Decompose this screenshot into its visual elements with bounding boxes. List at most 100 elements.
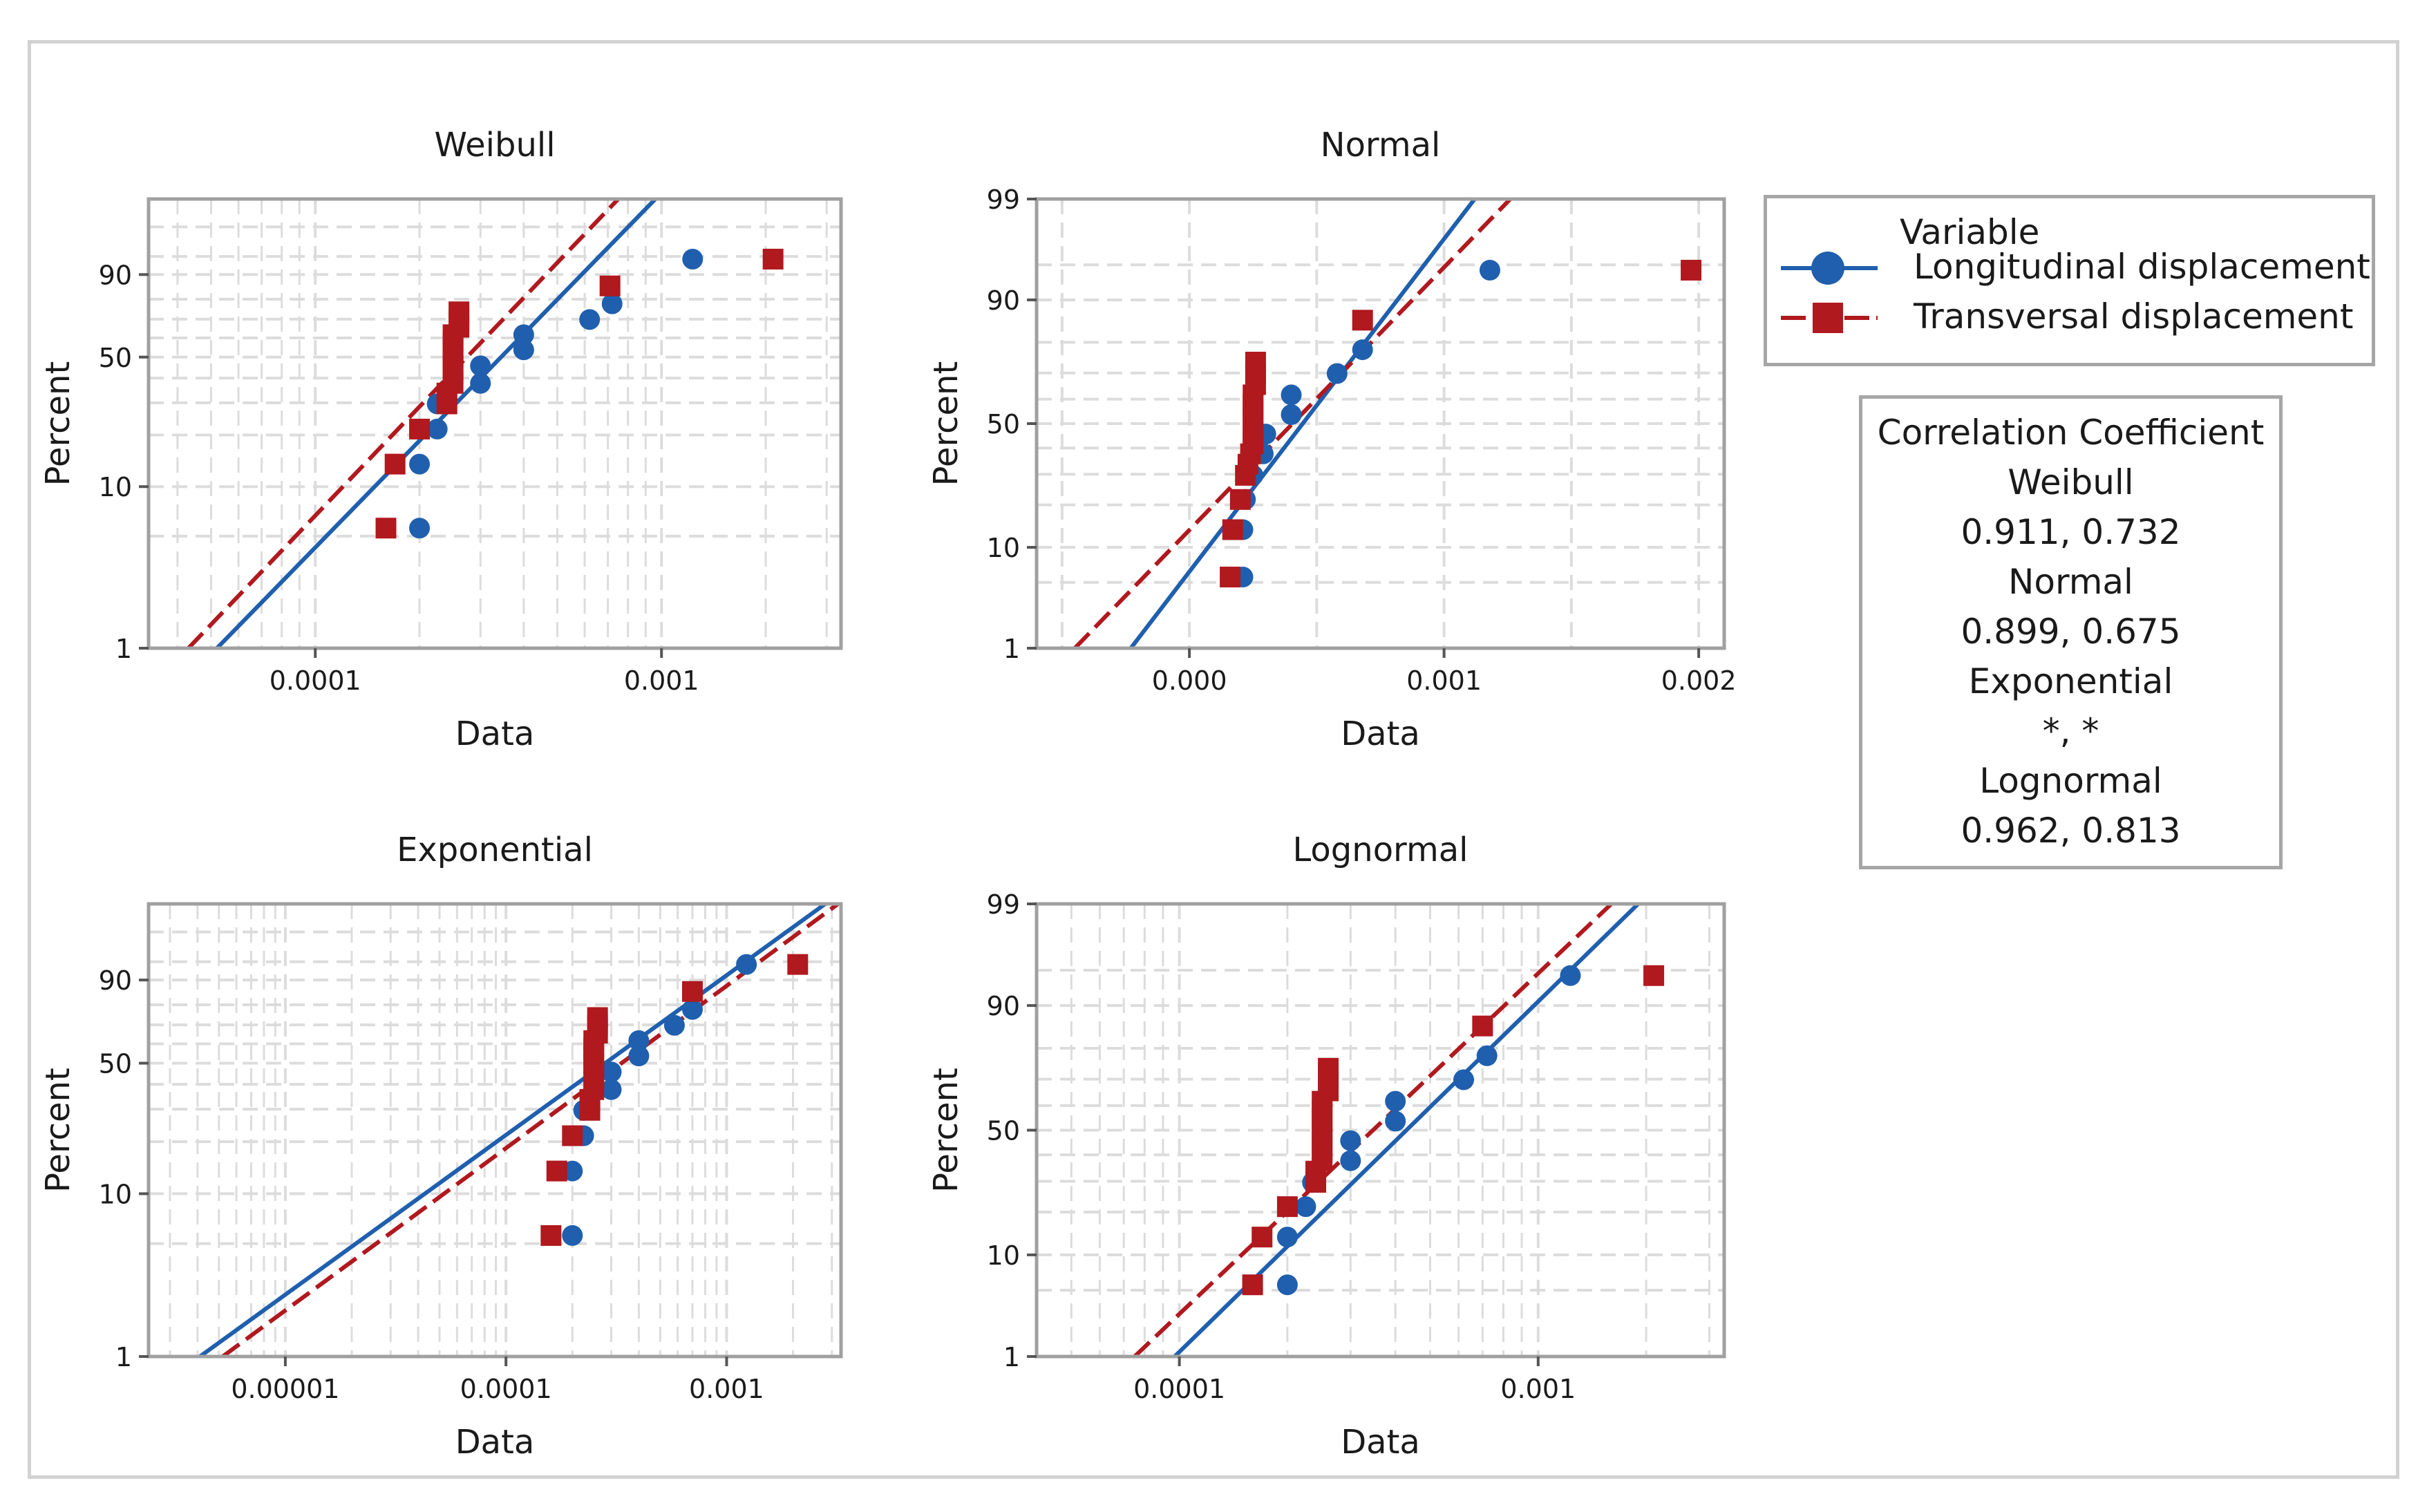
correlation-label: Lognormal — [1979, 761, 2162, 801]
data-point-longitudinal — [1385, 1090, 1406, 1112]
data-point-transversal — [681, 981, 703, 1002]
correlation-label: Weibull — [2008, 462, 2134, 502]
fit-line-transversal — [221, 904, 840, 1357]
correlation-box: Correlation Coefficient Weibull 0.911, 0… — [1859, 395, 2283, 869]
y-axis-label: Percent — [39, 361, 77, 486]
data-point-transversal — [1229, 489, 1251, 510]
y-tick-label: 10 — [987, 533, 1020, 563]
data-point-longitudinal — [601, 1079, 622, 1100]
x-axis-label: Data — [1341, 1423, 1420, 1462]
correlation-value: 0.899, 0.675 — [1961, 612, 2181, 652]
fit-line-longitudinal — [1128, 199, 1477, 648]
data-point-transversal — [1220, 567, 1241, 588]
x-tick-label: 0.0001 — [460, 1374, 552, 1404]
data-point-longitudinal — [1276, 1227, 1298, 1248]
fit-line-transversal — [187, 199, 620, 648]
data-point-longitudinal — [1560, 965, 1581, 986]
y-tick-label: 10 — [99, 1179, 132, 1209]
correlation-value: 0.962, 0.813 — [1961, 811, 2181, 851]
data-point-transversal — [1276, 1196, 1298, 1218]
plot-frame — [147, 197, 843, 650]
data-point-longitudinal — [1385, 1111, 1406, 1132]
data-point-longitudinal — [513, 324, 534, 346]
y-tick-label: 99 — [987, 185, 1020, 215]
correlation-label: Exponential — [1968, 661, 2173, 701]
y-tick-label: 1 — [1003, 634, 1020, 664]
data-point-longitudinal — [1479, 259, 1500, 281]
y-tick-label: 50 — [987, 409, 1020, 440]
x-tick-label: 0.0001 — [1133, 1374, 1225, 1404]
fit-line-transversal — [1133, 904, 1613, 1357]
y-axis-label: Percent — [927, 361, 965, 486]
legend-item-longitudinal: Longitudinal displacement — [1781, 247, 2370, 288]
y-tick-label: 1 — [115, 1342, 132, 1372]
legend-title: Variable — [1900, 212, 2040, 252]
data-point-transversal — [562, 1125, 583, 1146]
chart-title: Lognormal — [1293, 831, 1469, 869]
data-point-transversal — [1318, 1057, 1339, 1079]
x-tick-label: 0.0001 — [270, 665, 361, 696]
data-point-longitudinal — [681, 999, 703, 1020]
data-point-transversal — [409, 418, 431, 440]
data-point-longitudinal — [1352, 339, 1373, 361]
y-tick-label: 90 — [987, 991, 1020, 1021]
data-point-longitudinal — [1295, 1196, 1316, 1218]
data-point-longitudinal — [1453, 1069, 1475, 1090]
data-point-longitudinal — [1340, 1130, 1361, 1151]
data-point-transversal — [1643, 965, 1665, 986]
figure-frame — [28, 40, 2399, 1479]
legend-label: Longitudinal displacement — [1914, 247, 2370, 287]
data-point-longitudinal — [663, 1014, 685, 1036]
data-point-longitudinal — [1340, 1150, 1361, 1171]
data-point-transversal — [787, 954, 809, 975]
square-marker-icon — [1813, 303, 1843, 333]
chart-title: Exponential — [397, 831, 593, 869]
data-point-longitudinal — [470, 372, 491, 394]
x-axis-label: Data — [1341, 715, 1420, 753]
x-axis-label: Data — [455, 1423, 535, 1462]
data-point-transversal — [1352, 310, 1373, 331]
y-tick-label: 10 — [987, 1240, 1020, 1271]
x-tick-label: 0.001 — [1500, 1374, 1576, 1404]
correlation-value: *, * — [2042, 711, 2099, 751]
data-point-transversal — [448, 301, 470, 323]
chart-title: Normal — [1321, 126, 1441, 164]
data-point-transversal — [375, 518, 397, 539]
data-point-longitudinal — [682, 248, 703, 270]
legend-item-transversal: Transversal displacement — [1781, 296, 2361, 338]
circle-marker-icon — [1811, 252, 1844, 285]
fit-line-transversal — [1073, 199, 1512, 648]
y-axis-label: Percent — [927, 1068, 965, 1193]
data-point-longitudinal — [409, 453, 431, 475]
data-point-longitudinal — [628, 1045, 650, 1066]
y-tick-label: 50 — [99, 1049, 132, 1079]
data-point-longitudinal — [513, 339, 534, 361]
data-point-transversal — [384, 453, 406, 475]
y-tick-label: 50 — [987, 1116, 1020, 1146]
data-point-longitudinal — [1326, 363, 1348, 384]
data-point-transversal — [1252, 1227, 1273, 1248]
data-point-longitudinal — [426, 418, 448, 440]
plot-frame — [147, 902, 843, 1359]
data-point-longitudinal — [601, 293, 623, 314]
y-tick-label: 1 — [115, 634, 132, 664]
data-point-longitudinal — [1281, 384, 1302, 406]
data-point-transversal — [762, 248, 784, 270]
legend-label: Transversal displacement — [1914, 296, 2354, 337]
data-point-longitudinal — [736, 954, 757, 975]
fit-line-longitudinal — [198, 904, 827, 1357]
x-tick-label: 0.00001 — [231, 1374, 339, 1404]
x-tick-label: 0.001 — [1406, 665, 1482, 696]
y-tick-label: 90 — [99, 965, 132, 996]
correlation-value: 0.911, 0.732 — [1961, 512, 2181, 552]
y-tick-label: 10 — [99, 472, 132, 502]
data-point-longitudinal — [470, 355, 491, 377]
data-point-transversal — [546, 1160, 567, 1182]
data-point-transversal — [1242, 1274, 1263, 1296]
data-point-transversal — [1472, 1015, 1493, 1037]
x-axis-label: Data — [455, 715, 535, 753]
y-tick-label: 99 — [987, 889, 1020, 920]
x-tick-label: 0.000 — [1152, 665, 1227, 696]
chart-title: Weibull — [434, 126, 555, 164]
